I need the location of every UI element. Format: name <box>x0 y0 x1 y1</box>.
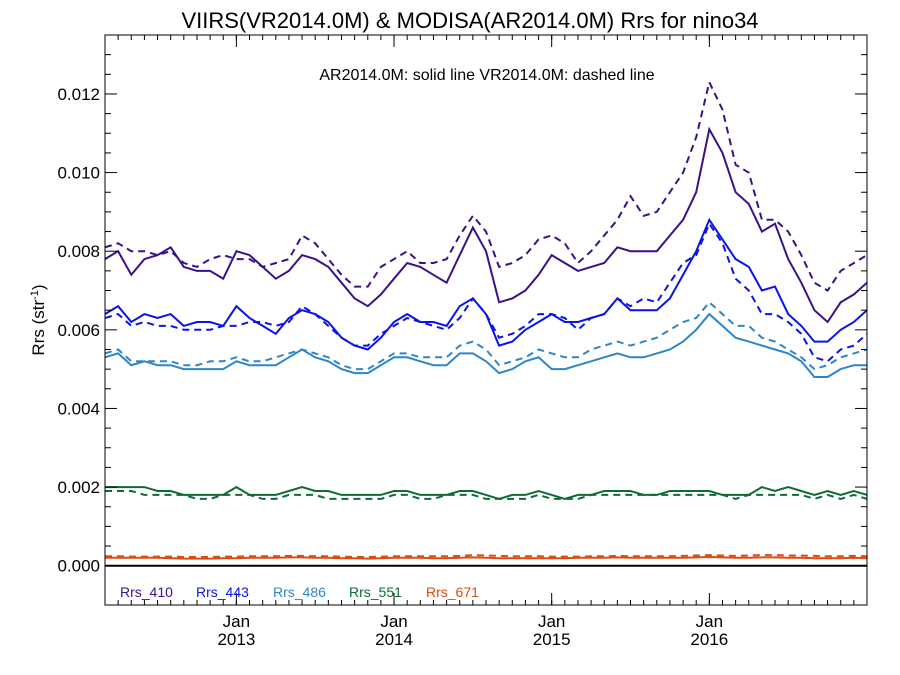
line-style-annotation: AR2014.0M: solid line VR2014.0M: dashed … <box>319 67 654 84</box>
x-tick-label-month: Jan <box>223 612 250 631</box>
y-tick-label: 0.006 <box>57 321 100 340</box>
y-tick-label: 0.012 <box>57 85 100 104</box>
axis-layer: 0.0000.0020.0040.0060.0080.0100.012Jan20… <box>57 35 868 649</box>
series-line-rrs_486-dashed <box>105 300 867 371</box>
x-tick-label-year: 2013 <box>217 630 255 649</box>
legend-item-rrs_486: Rrs_486 <box>273 584 326 600</box>
series-line-rrs_410-dashed <box>105 79 867 292</box>
x-tick-label-month: Jan <box>696 612 723 631</box>
legend-item-rrs_671: Rrs_671 <box>426 584 479 600</box>
series-line-rrs_551-dashed <box>105 490 867 500</box>
y-tick-label: 0.010 <box>57 164 100 183</box>
y-tick-label: 0.002 <box>57 478 100 497</box>
x-tick-label-year: 2014 <box>375 630 413 649</box>
series-line-rrs_671-dashed <box>105 554 867 558</box>
x-tick-label-month: Jan <box>538 612 565 631</box>
legend-item-rrs_551: Rrs_551 <box>349 584 402 600</box>
x-tick-label-year: 2015 <box>533 630 571 649</box>
legend-item-rrs_443: Rrs_443 <box>196 584 249 600</box>
series-line-rrs_443-solid <box>105 217 867 351</box>
plot-frame <box>104 34 868 606</box>
legend: Rrs_410 Rrs_443 Rrs_486 Rrs_551 Rrs_671 <box>120 584 479 600</box>
series-line-rrs_671-solid <box>105 555 867 560</box>
series-line-rrs_443-dashed <box>105 221 867 363</box>
series-layer <box>105 79 867 560</box>
x-tick-label-year: 2016 <box>690 630 728 649</box>
legend-item-rrs_410: Rrs_410 <box>120 584 173 600</box>
y-axis-label: Rrs (str-1) <box>29 284 48 355</box>
y-tick-label: 0.004 <box>57 399 100 418</box>
series-line-rrs_551-solid <box>105 485 867 500</box>
series-line-rrs_410-solid <box>105 126 867 324</box>
series-line-rrs_486-solid <box>105 312 867 378</box>
x-tick-label-month: Jan <box>380 612 407 631</box>
y-tick-label: 0.000 <box>57 557 100 576</box>
chart-title: VIIRS(VR2014.0M) & MODISA(AR2014.0M) Rrs… <box>181 8 758 33</box>
y-tick-label: 0.008 <box>57 242 100 261</box>
